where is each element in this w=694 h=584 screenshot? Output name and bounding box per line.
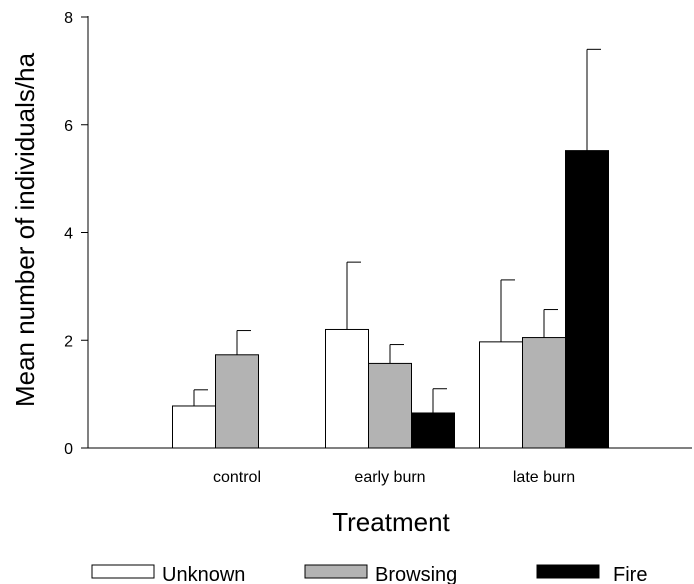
x-axis-title: Treatment (332, 507, 450, 537)
x-tick-label: late burn (513, 469, 575, 486)
bar-browsing-control (215, 354, 259, 449)
y-tick-label: 2 (64, 333, 73, 350)
legend-swatch-fire (536, 564, 600, 579)
bar-fire-late-burn (565, 150, 609, 449)
y-tick-label: 6 (64, 118, 73, 135)
bar-browsing-late-burn (522, 337, 566, 449)
y-tick-label: 4 (64, 226, 73, 243)
legend-swatch-unknown (91, 564, 155, 579)
bar-fire-early-burn (411, 412, 455, 449)
bar-browsing-early-burn (368, 362, 412, 449)
legend: Unknown Browsing Fire (91, 564, 647, 584)
plot-area (172, 48, 609, 449)
bar-unknown-control (172, 405, 216, 449)
bar-unknown-late-burn (479, 341, 523, 449)
x-axis: control early burn late burn (88, 447, 692, 486)
legend-label-browsing: Browsing (375, 564, 457, 584)
legend-swatch-browsing (304, 564, 368, 579)
y-axis: 0 2 4 6 8 (64, 10, 89, 458)
y-tick-label: 0 (64, 441, 73, 458)
bar-unknown-early-burn (325, 328, 369, 449)
y-axis-title: Mean number of individuals/ha (10, 52, 40, 407)
y-tick-label: 8 (64, 10, 73, 27)
legend-label-unknown: Unknown (162, 564, 245, 584)
x-tick-label: control (213, 469, 261, 486)
legend-label-fire: Fire (613, 564, 647, 584)
x-tick-label: early burn (354, 469, 425, 486)
